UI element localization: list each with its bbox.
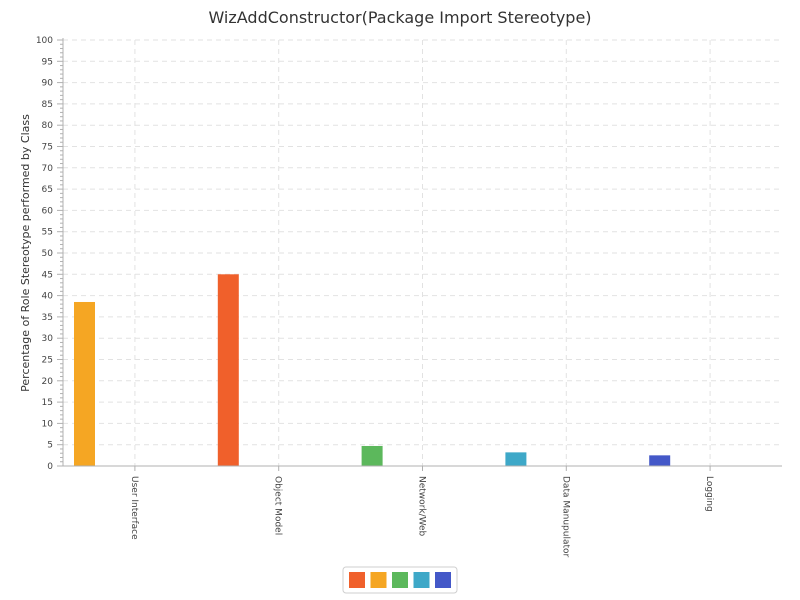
- y-tick-label: 0: [47, 462, 53, 472]
- legend-swatch: [370, 572, 387, 588]
- x-tick-label: Object Model: [273, 476, 283, 535]
- y-tick-label: 30: [42, 334, 54, 344]
- y-tick-label: 35: [42, 313, 53, 323]
- y-tick-label: 15: [42, 398, 53, 408]
- y-tick-label: 10: [42, 419, 54, 429]
- bars: [74, 274, 671, 466]
- axes: [57, 38, 782, 471]
- y-tick-label: 50: [42, 249, 54, 259]
- y-tick-labels: 0 5 10 15 20 25 30 35 40 45 50 55 60 65 70 75 80 85 90 95 10…: [36, 36, 53, 472]
- y-tick-label: 5: [47, 441, 53, 451]
- legend-swatch: [392, 572, 408, 588]
- y-tick-label: 100: [36, 36, 53, 46]
- bar: [217, 274, 239, 466]
- bar: [361, 445, 383, 466]
- y-tick-label: 20: [42, 377, 54, 387]
- y-tick-label: 70: [42, 164, 54, 174]
- bar: [649, 455, 671, 466]
- y-axis-label: Percentage of Role Stereotype performed …: [19, 114, 32, 392]
- y-tick-label: 90: [42, 79, 54, 89]
- y-tick-label: 45: [42, 270, 53, 280]
- y-tick-label: 95: [42, 57, 53, 67]
- legend-swatch: [349, 572, 365, 588]
- y-tick-label: 60: [42, 206, 54, 216]
- x-tick-label: Network/Web: [417, 476, 427, 537]
- x-tick-labels: User Interface Object Model Network/Web Dat…: [129, 476, 714, 558]
- y-tick-label: 65: [42, 185, 53, 195]
- bar: [505, 452, 527, 466]
- grid-lines: [63, 39, 782, 466]
- x-tick-label: Data Manupulator: [560, 476, 570, 558]
- bar: [74, 301, 95, 466]
- y-tick-label: 55: [42, 228, 53, 238]
- legend: [342, 566, 458, 594]
- x-tick-label: User Interface: [129, 476, 139, 540]
- y-tick-label: 75: [42, 143, 53, 153]
- y-tick-label: 85: [42, 100, 53, 110]
- y-tick-label: 40: [42, 292, 54, 302]
- legend-swatch: [435, 572, 451, 588]
- chart-title: WizAddConstructor(Package Import Stereot…: [208, 8, 591, 27]
- y-tick-label: 25: [42, 356, 53, 366]
- y-tick-label: 80: [42, 121, 54, 131]
- legend-swatch: [413, 572, 430, 588]
- x-tick-label: Logging: [704, 476, 714, 512]
